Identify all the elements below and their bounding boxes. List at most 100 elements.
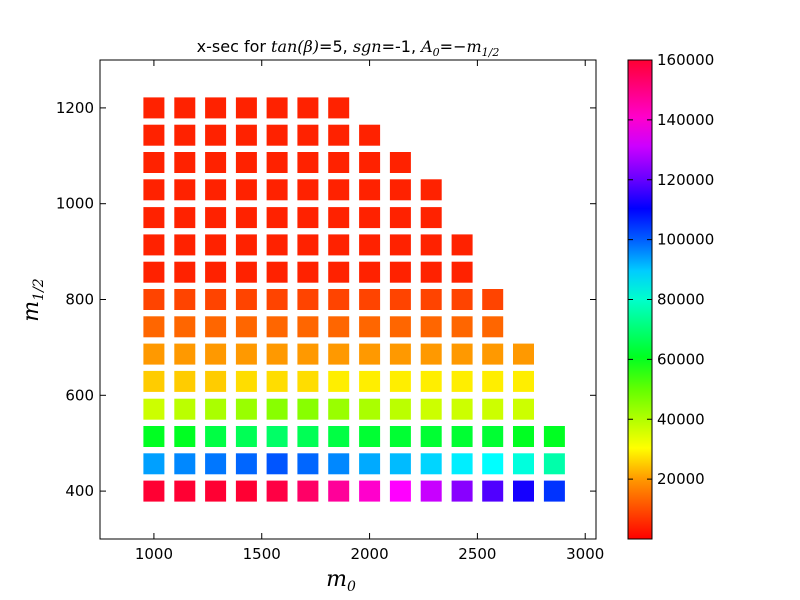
data-cell xyxy=(205,316,227,338)
data-cell xyxy=(205,124,227,146)
colorbar-tick-label: 80000 xyxy=(657,291,705,309)
data-cell xyxy=(420,289,442,310)
data-cell xyxy=(513,453,534,475)
data-cell xyxy=(359,207,381,229)
data-cell xyxy=(389,398,411,420)
data-cell xyxy=(420,426,442,447)
data-cell xyxy=(359,289,381,310)
data-cell xyxy=(205,480,227,502)
x-tick-label: 1000 xyxy=(135,545,173,563)
data-cell xyxy=(266,289,288,310)
data-cell xyxy=(235,124,257,146)
data-cell xyxy=(235,152,257,173)
data-cell xyxy=(235,97,257,119)
data-cell xyxy=(513,426,534,447)
data-cell xyxy=(420,316,442,338)
data-cell xyxy=(328,453,350,475)
data-cell xyxy=(174,289,196,310)
data-cell xyxy=(235,343,257,365)
data-cell xyxy=(235,426,257,447)
data-cell xyxy=(205,343,227,365)
data-cell xyxy=(143,453,165,475)
data-cell xyxy=(205,234,227,256)
data-cell xyxy=(205,261,227,283)
data-cell xyxy=(266,426,288,447)
data-cell xyxy=(174,316,196,338)
data-cell xyxy=(266,453,288,475)
data-cell xyxy=(297,261,319,283)
data-cell xyxy=(543,426,565,447)
data-cell xyxy=(513,370,534,392)
data-cell xyxy=(451,289,473,310)
data-cell xyxy=(235,398,257,420)
data-cell xyxy=(328,426,350,447)
data-cell xyxy=(328,316,350,338)
data-cell xyxy=(328,152,350,173)
data-cell xyxy=(235,453,257,475)
data-cell xyxy=(143,343,165,365)
y-tick-label: 400 xyxy=(65,482,94,500)
data-cell xyxy=(297,179,319,201)
y-axis-label: m1/2 xyxy=(19,278,47,321)
data-cell xyxy=(482,370,504,392)
data-cell xyxy=(389,453,411,475)
data-cell xyxy=(174,207,196,229)
data-cell xyxy=(174,370,196,392)
data-cell xyxy=(328,370,350,392)
data-cell xyxy=(174,398,196,420)
data-cell xyxy=(451,261,473,283)
data-cell xyxy=(482,289,504,310)
data-cell xyxy=(297,97,319,119)
data-cell xyxy=(420,343,442,365)
data-cell xyxy=(205,398,227,420)
data-cell xyxy=(297,124,319,146)
data-cell xyxy=(174,453,196,475)
data-cell xyxy=(174,179,196,201)
data-cell xyxy=(482,480,504,502)
data-cell xyxy=(174,480,196,502)
colorbar-tick-label: 120000 xyxy=(657,171,714,189)
data-cell xyxy=(482,398,504,420)
colorbar-tick-label: 60000 xyxy=(657,350,705,368)
data-cell xyxy=(297,426,319,447)
data-cell xyxy=(482,426,504,447)
data-cell xyxy=(143,152,165,173)
data-cell xyxy=(389,289,411,310)
data-cell xyxy=(297,234,319,256)
data-cell xyxy=(359,152,381,173)
colorbar-tick-label: 140000 xyxy=(657,111,714,129)
data-cell xyxy=(174,426,196,447)
data-cell xyxy=(205,179,227,201)
data-cell xyxy=(451,398,473,420)
x-axis-label: m0 xyxy=(326,567,356,595)
data-cell xyxy=(266,480,288,502)
data-cell xyxy=(389,207,411,229)
data-cell xyxy=(235,289,257,310)
data-cell xyxy=(297,343,319,365)
data-cell xyxy=(482,343,504,365)
data-cell xyxy=(174,124,196,146)
data-cell xyxy=(266,179,288,201)
data-cell xyxy=(420,480,442,502)
data-cell xyxy=(420,207,442,229)
data-cell xyxy=(266,398,288,420)
data-cell xyxy=(205,289,227,310)
data-cell xyxy=(266,152,288,173)
data-cell xyxy=(297,207,319,229)
data-cell xyxy=(143,426,165,447)
data-cell xyxy=(451,480,473,502)
data-cell xyxy=(389,343,411,365)
data-cell xyxy=(174,343,196,365)
data-cell xyxy=(451,370,473,392)
data-cell xyxy=(482,316,504,338)
y-tick-label: 800 xyxy=(65,291,94,309)
data-cell xyxy=(266,343,288,365)
colorbar-tick-label: 160000 xyxy=(657,51,714,69)
data-cell xyxy=(328,207,350,229)
data-cell xyxy=(235,480,257,502)
data-cell xyxy=(266,261,288,283)
data-cell xyxy=(174,234,196,256)
data-cell xyxy=(482,453,504,475)
data-cell xyxy=(143,97,165,119)
